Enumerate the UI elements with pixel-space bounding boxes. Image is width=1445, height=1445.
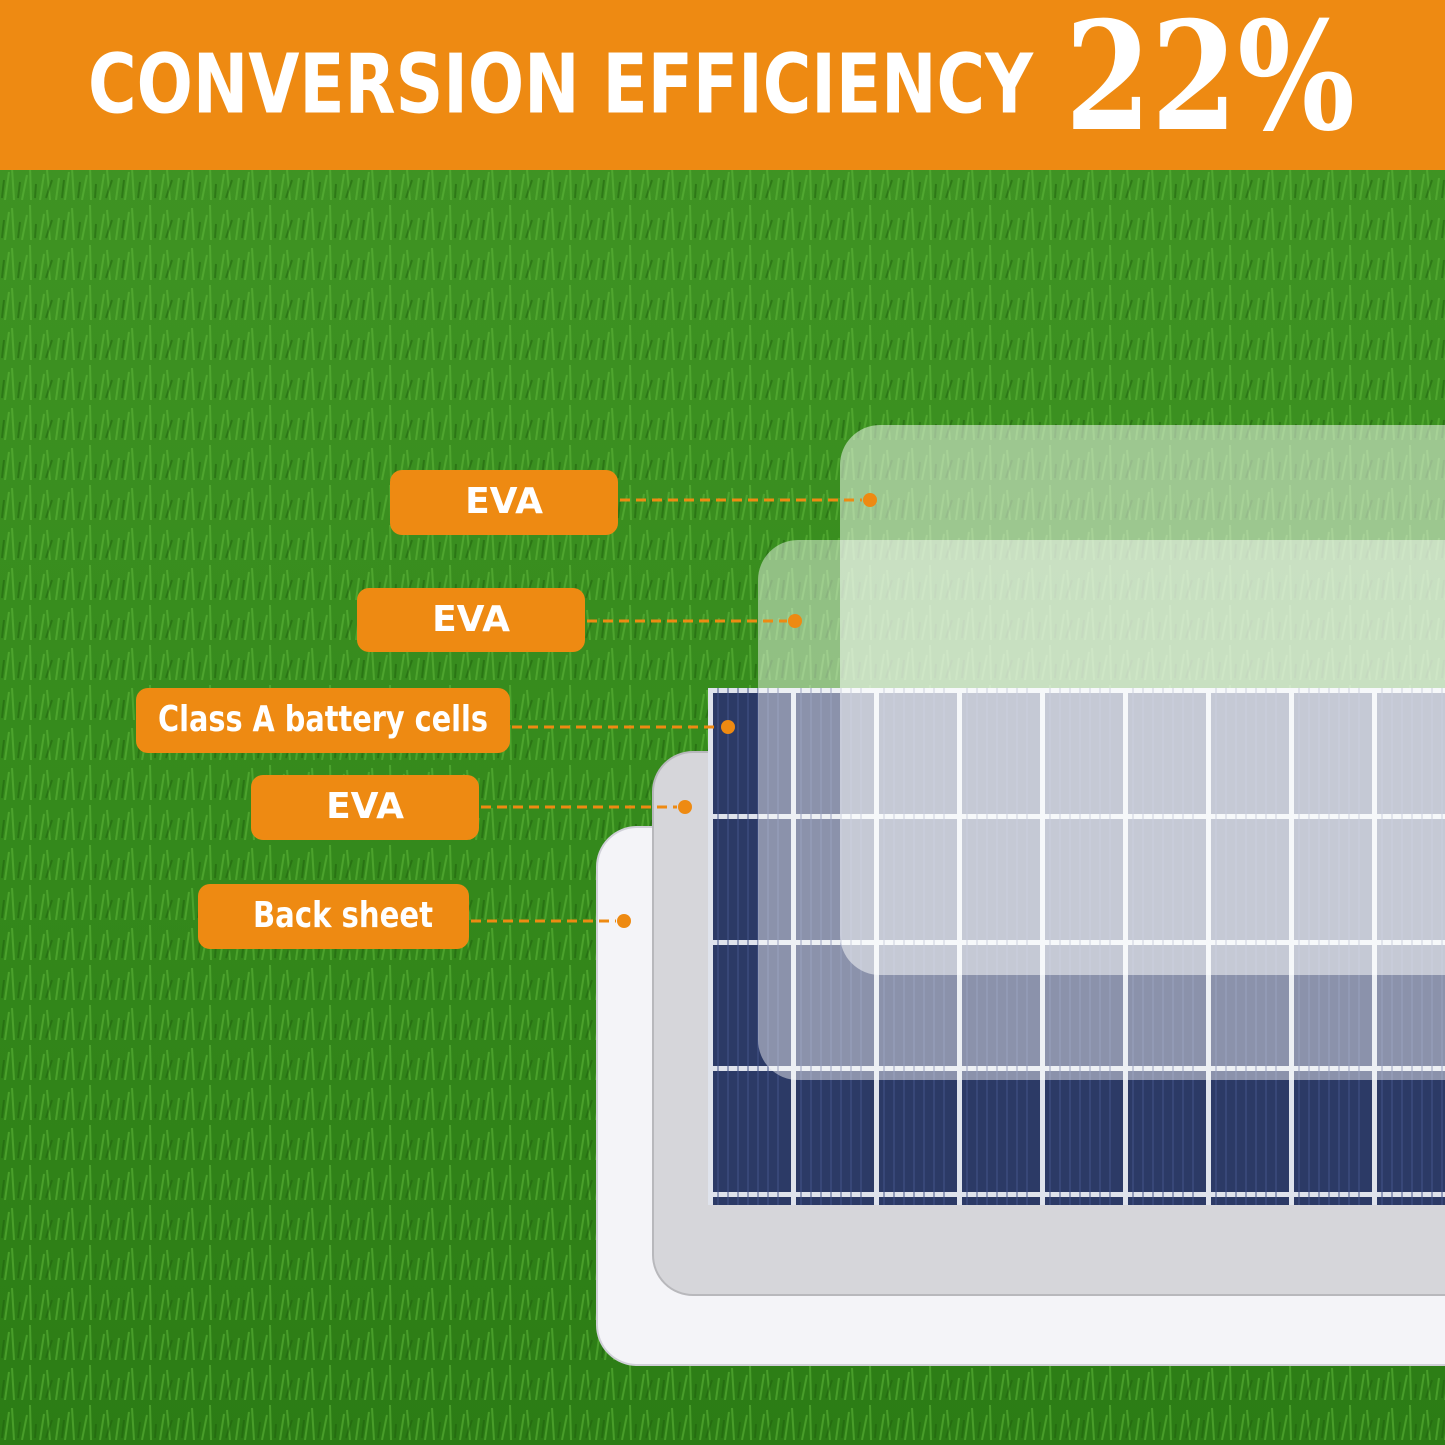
callout: Class A battery cells bbox=[136, 688, 735, 753]
label-box bbox=[251, 775, 479, 840]
callout: EVA bbox=[357, 588, 802, 652]
leader-dot bbox=[788, 614, 802, 628]
layer-label: Back sheet bbox=[253, 895, 433, 936]
callout: Back sheet bbox=[198, 884, 631, 949]
header-title: CONVERSION EFFICIENCY bbox=[88, 37, 1034, 132]
layer-label: EVA bbox=[465, 481, 543, 522]
label-box bbox=[390, 470, 618, 535]
callout: EVA bbox=[251, 775, 692, 840]
layer-label: EVA bbox=[432, 599, 510, 640]
header-banner bbox=[0, 0, 1445, 170]
label-box bbox=[198, 884, 469, 949]
leader-dot bbox=[863, 493, 877, 507]
callout: EVA bbox=[390, 470, 877, 535]
leader-dot bbox=[721, 720, 735, 734]
label-box bbox=[357, 588, 585, 652]
layer-label: EVA bbox=[326, 786, 404, 827]
layer-label: Class A battery cells bbox=[158, 699, 488, 740]
leader-dot bbox=[678, 800, 692, 814]
leader-dot bbox=[617, 914, 631, 928]
eva-layer-top bbox=[840, 425, 1445, 975]
header-highlight: 22% bbox=[1065, 0, 1355, 165]
label-box bbox=[136, 688, 510, 753]
